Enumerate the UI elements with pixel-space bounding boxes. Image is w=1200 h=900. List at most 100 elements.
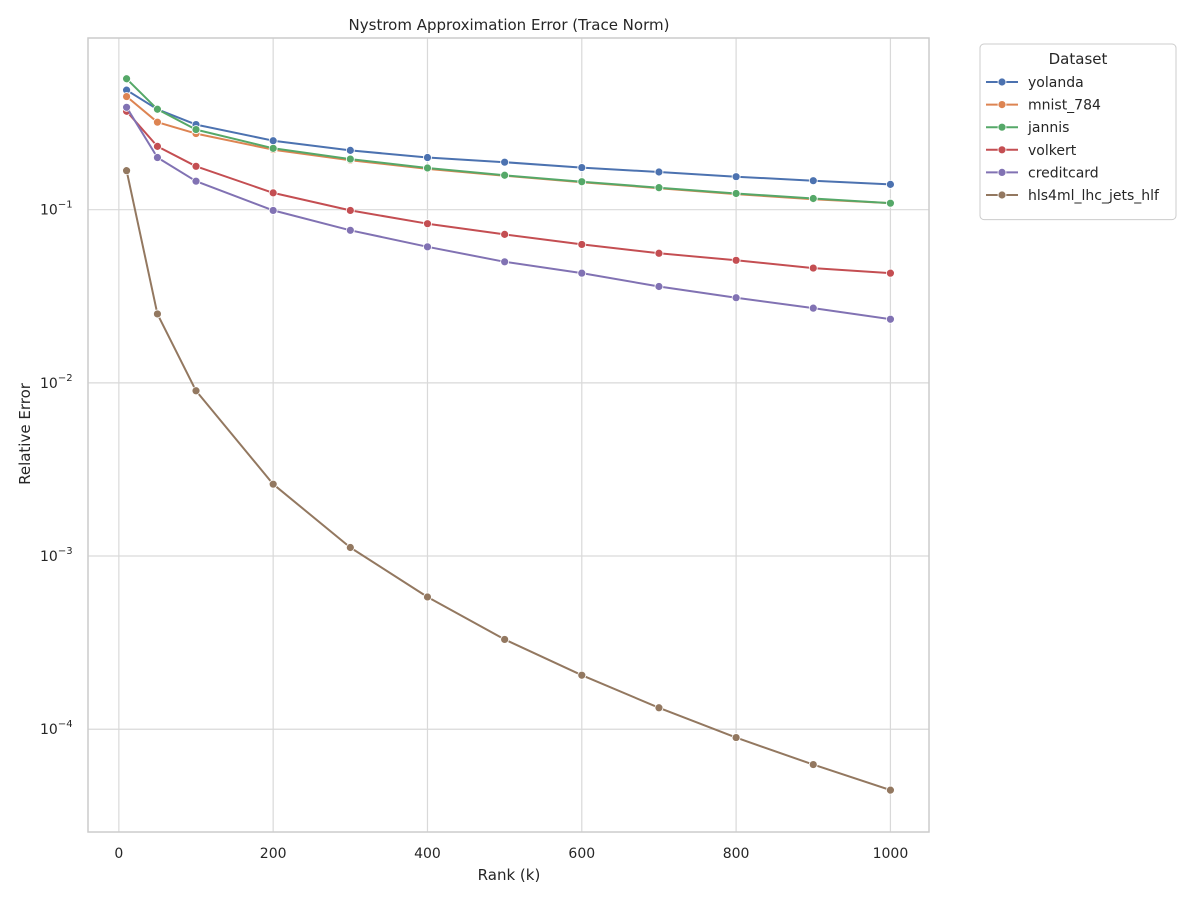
legend-box	[979, 43, 1177, 221]
data-point	[731, 293, 741, 303]
data-point	[268, 136, 278, 146]
axes: 0 200 400 600 800 1000 10−1 10−2 10−3 10−4	[40, 37, 930, 862]
data-point	[886, 198, 895, 208]
x-tick-label: 200	[260, 846, 287, 862]
series-line	[125, 110, 891, 275]
data-point	[153, 104, 162, 114]
data-point	[122, 92, 131, 101]
legend-label: volkert	[1028, 143, 1077, 159]
data-point	[577, 163, 587, 172]
data-point	[808, 194, 818, 203]
legend-title: Dataset	[1049, 50, 1108, 68]
data-point	[654, 167, 664, 177]
data-point	[886, 179, 895, 189]
x-tick-label: 600	[568, 846, 595, 862]
y-tick-label: 10−4	[40, 719, 73, 738]
x-tick-label: 0	[114, 846, 123, 862]
data-point	[345, 154, 355, 164]
series-line	[125, 170, 891, 792]
data-point	[808, 263, 818, 273]
y-axis-label: Relative Error	[16, 382, 34, 485]
data-point	[268, 479, 278, 489]
data-point	[153, 309, 162, 319]
data-point	[654, 183, 664, 193]
data-point	[153, 117, 162, 127]
data-point	[500, 257, 510, 267]
series-hls4ml_lhc_jets_hlf	[122, 166, 895, 795]
data-point	[268, 188, 278, 198]
data-point	[345, 206, 355, 215]
legend-swatch-marker	[997, 122, 1007, 132]
data-point	[808, 303, 818, 313]
data-point	[731, 733, 741, 742]
data-point	[191, 125, 201, 134]
legend-swatch-marker	[997, 77, 1007, 87]
data-point	[731, 172, 741, 182]
data-point	[500, 229, 510, 239]
data-point	[731, 189, 741, 198]
legend-swatch-marker	[997, 100, 1007, 109]
legend-label: hls4ml_lhc_jets_hlf	[1028, 188, 1160, 204]
data-point	[577, 670, 587, 680]
data-point	[423, 163, 432, 173]
series-line	[125, 106, 891, 321]
series-volkert	[122, 106, 895, 278]
data-point	[886, 785, 895, 795]
data-point	[577, 177, 587, 187]
legend-item: creditcard	[986, 165, 1099, 181]
plot-frame	[87, 37, 930, 833]
data-point	[423, 592, 432, 602]
series-creditcard	[122, 102, 895, 324]
data-point	[268, 206, 278, 215]
legend-item: mnist_784	[986, 98, 1101, 114]
legend-item: jannis	[986, 120, 1069, 136]
data-point	[345, 145, 355, 155]
data-point	[423, 153, 432, 162]
data-point	[345, 543, 355, 552]
data-point	[153, 153, 162, 162]
data-point	[191, 176, 201, 186]
x-tick-label: 800	[723, 846, 750, 862]
data-point	[345, 225, 355, 235]
series-line	[125, 78, 891, 205]
legend-swatch-marker	[997, 190, 1007, 200]
series-jannis	[122, 74, 895, 208]
data-point	[654, 703, 664, 713]
x-tick-label: 1000	[873, 846, 909, 862]
legend-label: jannis	[1027, 120, 1069, 136]
data-point	[654, 248, 664, 258]
data-point	[122, 102, 131, 112]
data-point	[808, 176, 818, 186]
legend-item: volkert	[986, 143, 1077, 159]
data-point	[808, 760, 818, 769]
data-point	[122, 74, 131, 84]
data-point	[423, 242, 432, 252]
data-point	[191, 386, 201, 396]
data-point	[577, 240, 587, 249]
chart-title: Nystrom Approximation Error (Trace Norm)	[349, 16, 670, 34]
legend-swatch-marker	[997, 167, 1007, 177]
legend-label: creditcard	[1028, 165, 1099, 181]
legend-label: mnist_784	[1028, 98, 1101, 114]
data-point	[423, 219, 432, 229]
data-point	[122, 166, 131, 176]
y-tick-label: 10−1	[40, 200, 73, 219]
data-point	[191, 161, 201, 171]
series-lines	[122, 74, 895, 795]
legend-item: hls4ml_lhc_jets_hlf	[986, 188, 1160, 204]
data-point	[654, 282, 664, 291]
y-tick-label: 10−2	[40, 373, 73, 392]
x-axis-label: Rank (k)	[478, 866, 541, 884]
data-point	[577, 268, 587, 278]
legend-label: yolanda	[1028, 75, 1084, 91]
data-point	[500, 170, 510, 180]
data-point	[500, 157, 510, 167]
series-line	[126, 89, 891, 186]
data-point	[268, 143, 278, 153]
legend-item: yolanda	[986, 75, 1084, 91]
data-point	[886, 268, 895, 278]
legend-swatch-marker	[997, 145, 1007, 155]
